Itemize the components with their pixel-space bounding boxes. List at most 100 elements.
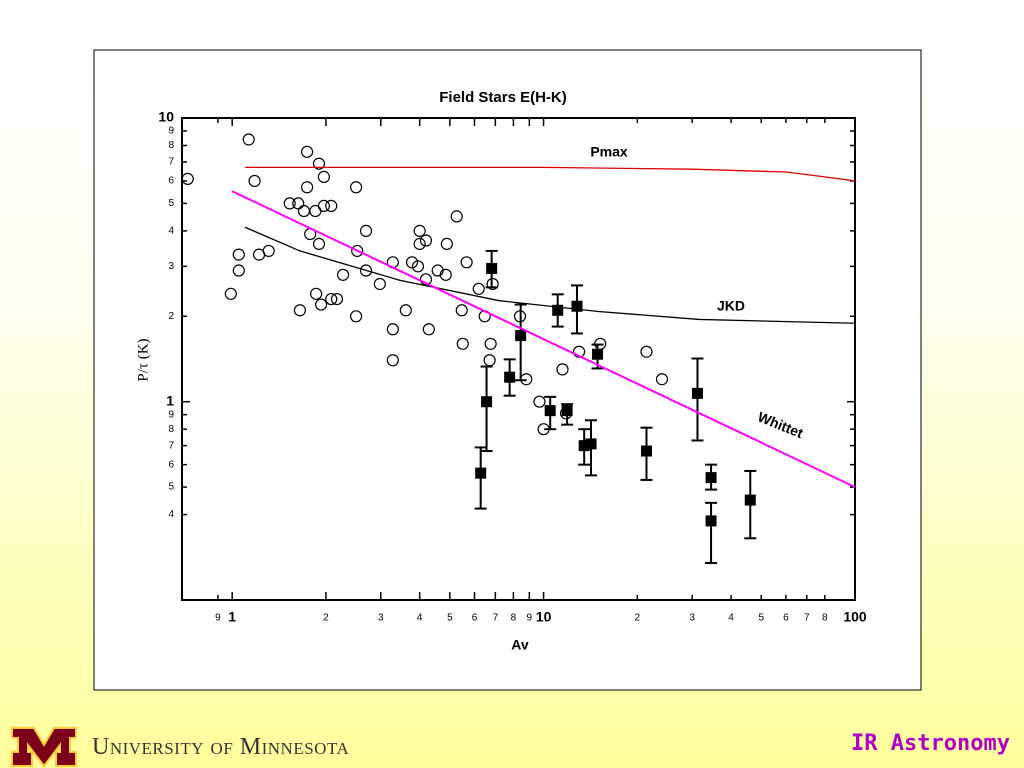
data-point <box>481 396 493 408</box>
x-tick-label: 3 <box>689 613 695 624</box>
data-point <box>411 260 425 273</box>
data-point <box>373 277 386 291</box>
line-label: Pmax <box>590 144 628 160</box>
data-point <box>386 354 399 367</box>
x-tick-label: 2 <box>323 613 329 624</box>
data-point <box>455 304 468 317</box>
y-tick-label: 10 <box>158 109 174 125</box>
data-point <box>691 387 703 399</box>
error-bar <box>691 357 704 442</box>
x-axis-label: Av <box>511 637 529 653</box>
data-point <box>640 345 653 358</box>
data-point <box>533 395 546 408</box>
data-point <box>232 264 245 277</box>
data-point <box>460 256 473 269</box>
x-tick-label: 1 <box>228 609 236 625</box>
logo-m <box>11 727 77 768</box>
data-point <box>571 300 583 312</box>
data-point <box>350 181 363 194</box>
data-point <box>399 304 412 317</box>
data-point <box>300 145 314 158</box>
line <box>245 166 856 182</box>
data-point <box>419 234 433 247</box>
data-point <box>450 210 463 223</box>
data-point <box>317 199 330 212</box>
line-label: JKD <box>717 298 745 314</box>
data-point <box>359 264 373 277</box>
x-tick-label: 3 <box>378 613 384 624</box>
x-tick-label: 100 <box>843 609 867 625</box>
y-tick-label: 5 <box>168 198 174 209</box>
x-tick-label: 4 <box>728 613 734 624</box>
x-tick-label: 4 <box>417 613 423 624</box>
data-point <box>585 438 597 450</box>
data-point <box>484 337 497 350</box>
chart-frame <box>93 49 922 691</box>
data-point <box>705 515 717 527</box>
data-point <box>325 199 338 212</box>
data-point <box>359 224 373 237</box>
y-tick-label: 4 <box>168 226 174 237</box>
data-point <box>312 237 326 250</box>
x-tick-label: 8 <box>822 613 828 624</box>
x-tick-label: 9 <box>527 613 533 624</box>
data-point <box>472 282 485 295</box>
data-point <box>456 337 469 350</box>
y-tick-label: 8 <box>168 424 174 435</box>
error-bar <box>705 501 718 565</box>
data-point <box>561 405 573 417</box>
data-point <box>419 273 433 286</box>
data-point <box>248 174 261 188</box>
y-tick-label: 6 <box>168 176 174 187</box>
data-point <box>655 373 669 386</box>
y-tick-label: 4 <box>168 509 174 520</box>
footer-course: IR Astronomy <box>851 731 1010 756</box>
data-point <box>224 287 237 300</box>
x-tick-label: 6 <box>472 613 478 624</box>
line <box>231 190 856 489</box>
x-tick-label: 10 <box>536 609 552 625</box>
y-tick-label: 9 <box>168 126 174 137</box>
y-tick-label: 7 <box>168 157 174 168</box>
data-point <box>386 323 399 336</box>
chart-title: Field Stars E(H-K) <box>439 89 567 106</box>
footer-institution: University of Minnesota <box>92 734 350 760</box>
data-point <box>351 244 364 258</box>
y-tick-label: 5 <box>168 482 174 493</box>
y-axis-label: P/τ (K) <box>135 338 151 381</box>
data-point <box>486 262 498 274</box>
x-tick-label: 7 <box>804 613 810 624</box>
data-point <box>310 287 323 300</box>
x-tick-label: 5 <box>758 613 764 624</box>
data-point <box>336 268 350 281</box>
data-point <box>440 237 453 250</box>
y-tick-label: 7 <box>168 440 174 451</box>
data-point <box>405 256 419 269</box>
data-point <box>312 157 326 170</box>
data-point <box>330 292 344 306</box>
data-point <box>515 330 527 342</box>
data-point <box>544 405 556 417</box>
y-tick-label: 3 <box>168 261 174 272</box>
data-point <box>592 348 604 360</box>
data-point <box>439 268 452 281</box>
plot-area <box>181 117 856 601</box>
error-bar <box>514 303 527 382</box>
data-point <box>181 172 194 186</box>
data-point <box>350 310 363 323</box>
data-point <box>640 445 652 457</box>
data-point <box>283 197 296 210</box>
data-point <box>317 170 330 183</box>
x-tick-label: 7 <box>493 613 499 624</box>
line <box>244 226 856 324</box>
error-bar <box>480 365 493 453</box>
data-point <box>315 298 328 311</box>
data-point <box>475 467 487 479</box>
y-tick-label: 8 <box>168 140 174 151</box>
y-tick-label: 2 <box>168 311 174 322</box>
data-point <box>504 371 516 383</box>
data-point <box>325 292 338 306</box>
x-tick-label: 8 <box>511 613 517 624</box>
y-tick-label: 1 <box>166 392 174 408</box>
